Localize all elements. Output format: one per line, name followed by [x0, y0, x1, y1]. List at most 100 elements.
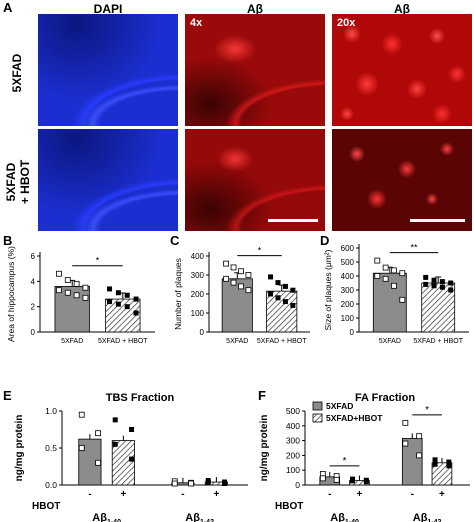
y-tick-label: 0 — [200, 328, 205, 337]
y-tick-label: 100 — [191, 309, 205, 318]
x-tick-label: 5XFAD + HBOT — [98, 338, 148, 345]
magnification-4x-label: 4x — [190, 17, 203, 29]
data-point — [391, 282, 397, 289]
y-tick-label: 100 — [341, 314, 355, 323]
data-point — [107, 286, 113, 292]
data-point — [112, 441, 118, 447]
treatment-sign: - — [88, 489, 91, 500]
y-axis-label: Number of plaques — [173, 258, 183, 330]
panel-letter-a: A — [3, 0, 13, 15]
data-point — [223, 275, 230, 282]
y-tick-label: 6 — [31, 252, 36, 261]
significance-marker: ** — [410, 243, 418, 253]
data-point — [448, 280, 454, 286]
data-point — [275, 280, 281, 286]
data-point — [268, 274, 274, 280]
data-point — [382, 275, 389, 282]
y-tick-label: 400 — [341, 272, 355, 281]
y-tick-label: 2 — [31, 303, 36, 312]
data-point — [95, 459, 101, 466]
row-label-5xfad: 5XFAD — [10, 53, 24, 93]
y-tick-label: 0.5 — [45, 443, 57, 453]
scale-bar-4x — [268, 219, 318, 222]
data-point — [432, 457, 438, 463]
x-tick-label: 5XFAD — [226, 338, 248, 345]
data-point — [238, 268, 244, 275]
x-tick-label: 5XFAD — [61, 338, 83, 345]
data-point — [446, 459, 452, 465]
y-tick-label: 300 — [191, 271, 205, 280]
legend-label: 5XFAD+HBOT — [326, 413, 383, 423]
significance-marker: * — [343, 456, 347, 467]
data-point — [431, 283, 437, 289]
data-point — [439, 284, 445, 290]
data-point — [290, 302, 296, 308]
column-header-abeta-4x: Aβ — [247, 2, 263, 16]
column-header-dapi: DAPI — [93, 2, 123, 16]
data-point — [423, 274, 429, 280]
data-point — [124, 304, 130, 310]
data-point — [230, 279, 237, 286]
bar-hbot — [105, 298, 141, 333]
significance-marker: * — [258, 246, 262, 256]
y-axis-label: ng/mg protein — [14, 415, 25, 482]
treatment-sign: - — [328, 489, 331, 500]
data-point — [333, 476, 340, 483]
legend-swatch — [312, 401, 323, 411]
data-point — [64, 289, 71, 296]
y-tick-label: 400 — [191, 252, 205, 261]
data-point — [423, 281, 429, 287]
scale-bar-20x — [410, 219, 465, 222]
data-point — [399, 296, 406, 303]
data-point — [129, 427, 135, 432]
treatment-sign: + — [120, 489, 126, 500]
group-label: Aβ1-40 — [330, 512, 359, 522]
data-point — [73, 280, 80, 287]
row-label-5xfad-hbot: 5XFAD + HBOT — [4, 159, 32, 205]
panel-letter-f: F — [258, 388, 266, 403]
y-axis-label: Area of hippocampus (%) — [6, 246, 16, 342]
data-point — [188, 480, 194, 487]
data-point — [205, 480, 211, 486]
data-point — [115, 301, 121, 307]
data-point — [439, 279, 445, 285]
chart-title: TBS Fraction — [106, 392, 175, 404]
treatment-sign: + — [357, 489, 363, 500]
y-tick-label: 200 — [341, 300, 355, 309]
data-point — [133, 296, 139, 302]
legend-label: 5XFAD — [326, 401, 353, 411]
y-tick-label: 0.0 — [45, 480, 57, 490]
y-tick-label: 0 — [350, 328, 355, 337]
data-point — [95, 430, 101, 437]
data-point — [78, 445, 85, 451]
panel-letter-b: B — [3, 233, 13, 248]
data-point — [374, 257, 381, 264]
data-point — [319, 475, 326, 482]
data-point — [129, 456, 135, 462]
data-point — [230, 264, 237, 271]
abeta-4x-image-5xfad-hbot — [185, 129, 325, 231]
chart-f: FA Fraction ng/mg protein 0 100 200 300 400 500… — [259, 392, 470, 522]
y-tick-label: 300 — [341, 286, 355, 295]
data-point — [245, 272, 252, 278]
y-tick-label: 400 — [286, 421, 300, 431]
column-header-abeta-20x: Aβ — [394, 2, 410, 16]
data-point — [268, 291, 274, 297]
data-point — [73, 292, 80, 299]
y-tick-label: 4 — [31, 277, 36, 286]
group-label: Aβ1-40 — [92, 512, 121, 522]
data-point — [107, 299, 113, 305]
y-tick-label: 600 — [341, 244, 355, 253]
hbot-row-label: HBOT — [275, 501, 303, 512]
x-tick-label: 5XFAD + HBOT — [413, 338, 463, 345]
panel-letter-c: C — [170, 233, 180, 248]
abeta-4x-image-5xfad: 4x — [185, 14, 325, 126]
data-point — [124, 292, 130, 298]
significance-marker: * — [425, 405, 429, 416]
legend-swatch — [312, 413, 323, 423]
chart-e: TBS Fraction ng/mg protein 0.0 0.5 1.0 - + - + HB… — [14, 392, 248, 522]
data-point — [64, 277, 71, 283]
chart-title: FA Fraction — [355, 392, 415, 404]
treatment-sign: + — [213, 489, 219, 500]
y-tick-label: 0 — [31, 328, 36, 337]
